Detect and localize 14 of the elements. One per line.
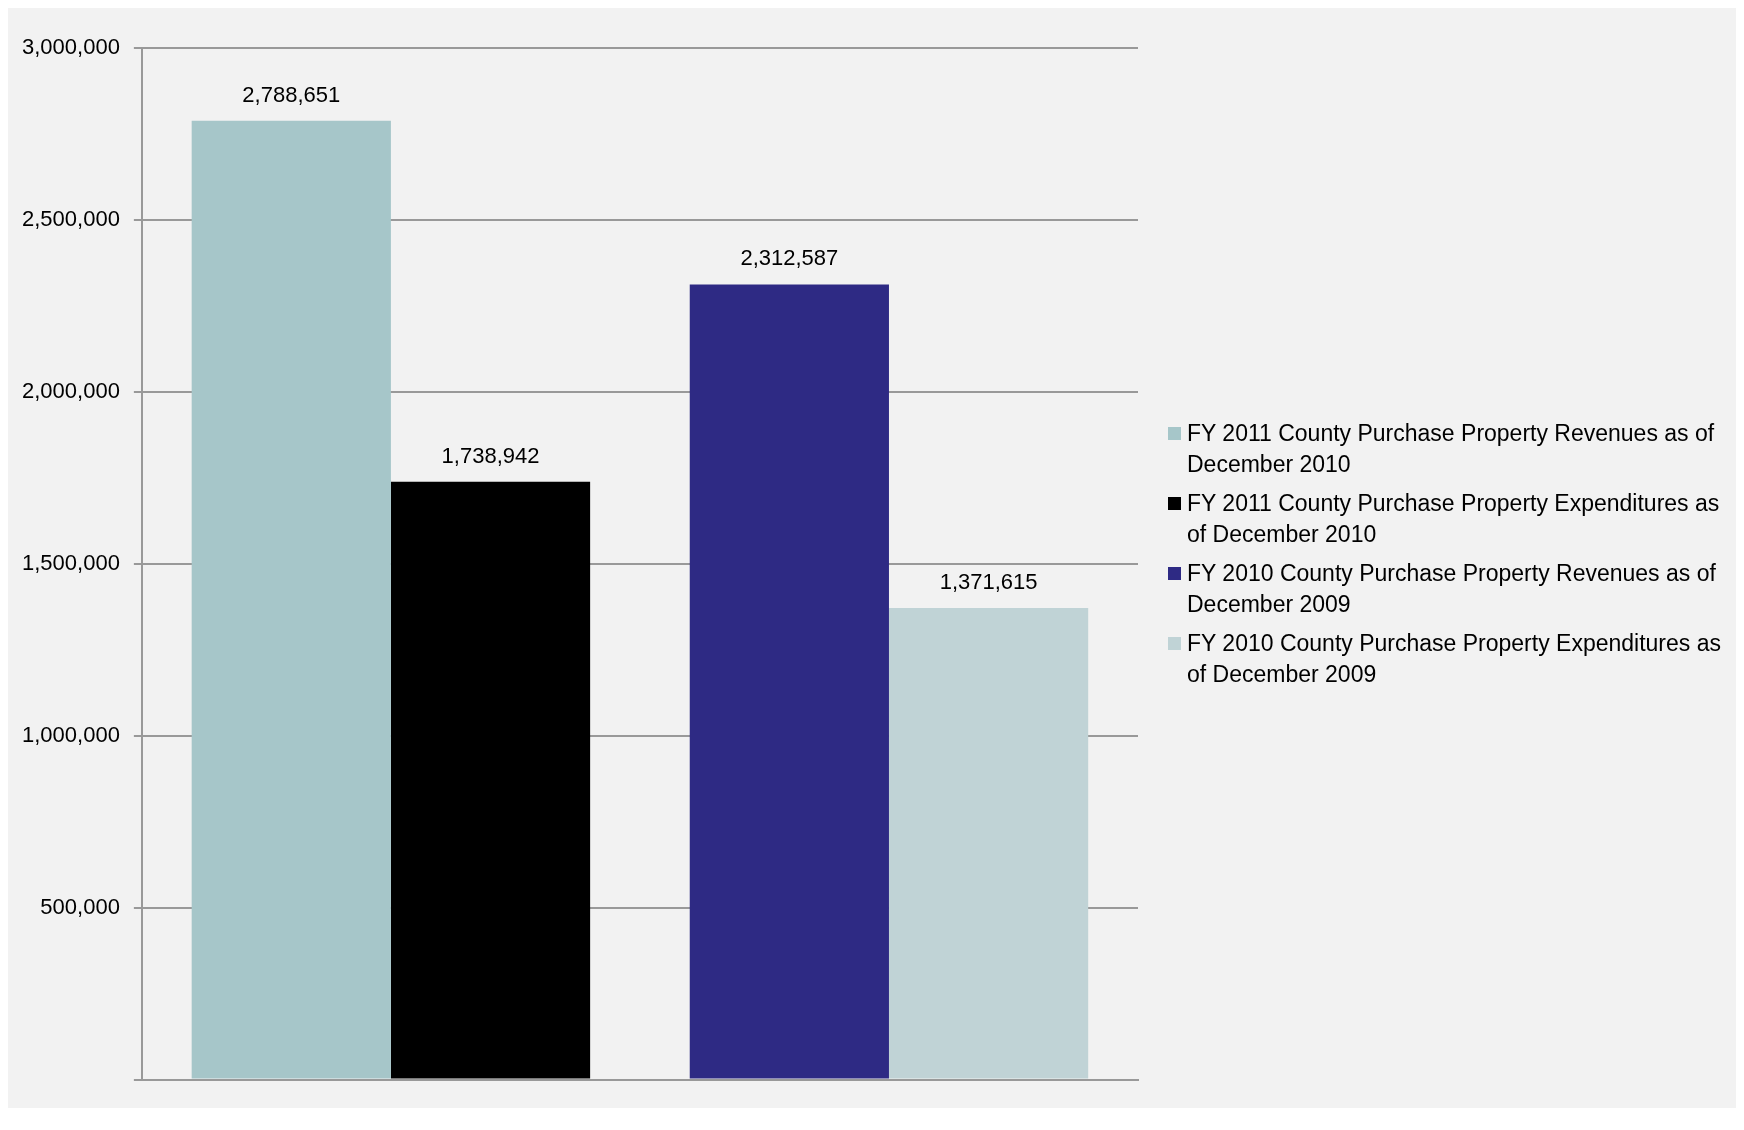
legend-label: FY 2011 County Purchase Property Expenditures as of December 2010 <box>1187 489 1721 549</box>
legend-label: FY 2010 County Purchase Property Expenditures as of December 2009 <box>1187 629 1722 689</box>
legend-label: FY 2010 County Purchase Property Revenues as of December 2009 <box>1187 559 1717 619</box>
y-tick-label: 3,000,000 <box>22 34 120 60</box>
data-label: 2,788,651 <box>242 81 341 107</box>
y-tick-label: 1,000,000 <box>22 721 120 747</box>
legend-label: FY 2011 County Purchase Property Revenues as of December 2010 <box>1187 419 1716 479</box>
data-label: 1,738,942 <box>441 442 540 468</box>
y-tick-label: 1,500,000 <box>22 549 120 575</box>
y-tick-label: 2,000,000 <box>22 377 120 403</box>
data-label: 2,312,587 <box>740 245 839 271</box>
y-tick-label: 2,500,000 <box>22 206 120 231</box>
y-tick-label: 500,000 <box>40 893 120 919</box>
data-label: 1,371,615 <box>939 569 1038 595</box>
